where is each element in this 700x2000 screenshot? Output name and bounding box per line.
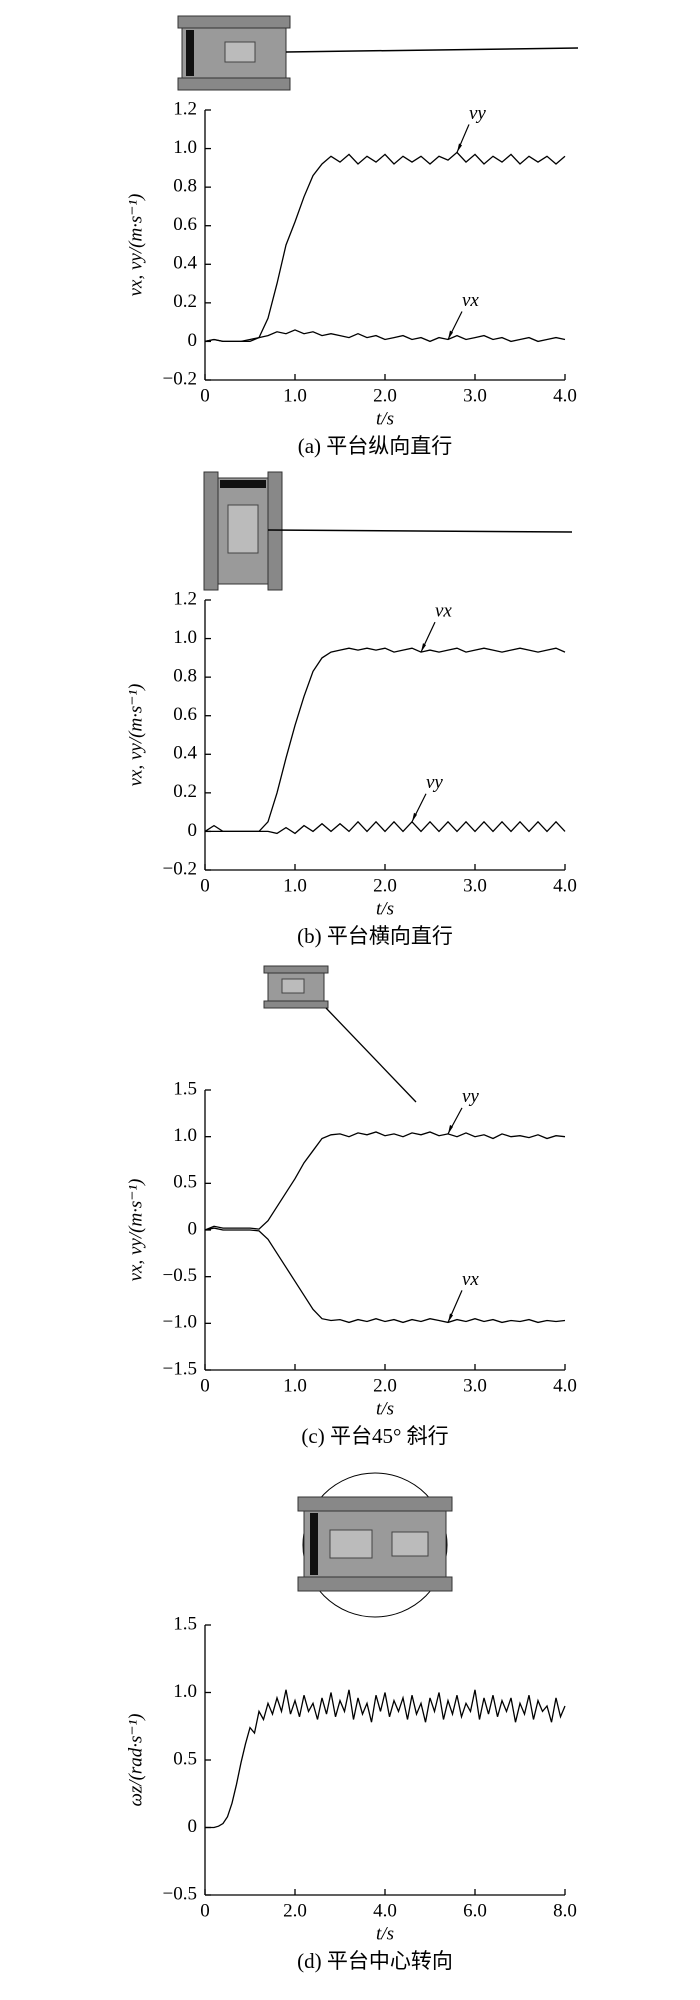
- x-tick-label: 0: [200, 1375, 210, 1396]
- x-tick-label: 4.0: [553, 385, 577, 406]
- y-tick-label: 0.5: [173, 1748, 197, 1769]
- caption: (a) 平台纵向直行: [298, 434, 453, 458]
- y-tick-label: 0.8: [173, 176, 197, 197]
- caption: (b) 平台横向直行: [297, 924, 453, 948]
- series-label: vx: [462, 1269, 479, 1290]
- x-tick-label: 0: [200, 385, 210, 406]
- data-line: [204, 151, 566, 343]
- y-tick-label: 0.4: [173, 743, 197, 764]
- x-axis-label: t/s: [376, 1398, 394, 1419]
- y-tick-label: 0: [188, 1218, 198, 1239]
- x-tick-label: 3.0: [463, 1375, 487, 1396]
- y-tick-label: 1.5: [173, 1613, 197, 1634]
- arrow-head: [421, 643, 426, 653]
- y-tick-label: −0.5: [163, 1265, 197, 1286]
- series-label: vx: [435, 600, 452, 621]
- y-axis-label: vx, vy/(m·s⁻¹): [125, 684, 146, 787]
- y-tick-label: 1.0: [173, 1125, 197, 1146]
- caption: (c) 平台45° 斜行: [301, 1424, 448, 1448]
- x-tick-label: 2.0: [373, 875, 397, 896]
- arrow-head: [412, 812, 417, 822]
- data-line: [204, 820, 566, 835]
- x-axis-label: t/s: [376, 408, 394, 429]
- x-tick-label: 3.0: [463, 875, 487, 896]
- arrow-head: [448, 1124, 453, 1134]
- y-tick-label: 1.2: [173, 588, 197, 609]
- y-tick-label: 1.0: [173, 1681, 197, 1702]
- x-tick-label: 2.0: [283, 1900, 307, 1921]
- caption: (d) 平台中心转向: [297, 1949, 453, 1973]
- y-tick-label: 1.0: [173, 627, 197, 648]
- x-tick-label: 1.0: [283, 875, 307, 896]
- y-tick-label: −0.2: [163, 858, 197, 879]
- x-tick-label: 2.0: [373, 1375, 397, 1396]
- x-tick-label: 3.0: [463, 385, 487, 406]
- arrow-head: [457, 143, 462, 153]
- y-tick-label: −1.5: [163, 1358, 197, 1379]
- y-tick-label: 0.2: [173, 781, 197, 802]
- data-line: [204, 1227, 566, 1324]
- x-tick-label: 2.0: [373, 385, 397, 406]
- y-tick-label: −1.0: [163, 1312, 197, 1333]
- y-tick-label: 0.5: [173, 1172, 197, 1193]
- y-axis-label: vx, vy/(m·s⁻¹): [125, 194, 146, 297]
- series-label: vy: [462, 1086, 479, 1107]
- x-tick-label: 0: [200, 875, 210, 896]
- robot-icon: [203, 471, 573, 591]
- x-tick-label: 8.0: [553, 1900, 577, 1921]
- x-axis-label: t/s: [376, 898, 394, 919]
- x-tick-label: 4.0: [373, 1900, 397, 1921]
- y-tick-label: 0: [188, 820, 198, 841]
- robot-icon: [177, 15, 579, 91]
- y-tick-label: −0.2: [163, 368, 197, 389]
- series-label: vy: [469, 103, 486, 124]
- y-tick-label: 0: [188, 1816, 198, 1837]
- series-label: vy: [426, 772, 443, 793]
- y-tick-label: 0.8: [173, 666, 197, 687]
- robot-icon: [297, 1472, 453, 1618]
- data-line: [204, 1131, 566, 1231]
- y-tick-label: 1.5: [173, 1078, 197, 1099]
- robot-icon: [263, 965, 417, 1103]
- data-line: [205, 647, 566, 833]
- x-tick-label: 4.0: [553, 875, 577, 896]
- arrow-head: [448, 1313, 453, 1323]
- arrow-head: [448, 330, 453, 340]
- x-tick-label: 4.0: [553, 1375, 577, 1396]
- x-tick-label: 6.0: [463, 1900, 487, 1921]
- y-tick-label: 0.6: [173, 704, 197, 725]
- y-tick-label: 0.6: [173, 214, 197, 235]
- y-axis-label: ωz/(rad·s⁻¹): [125, 1713, 146, 1806]
- x-tick-label: 1.0: [283, 1375, 307, 1396]
- data-line: [204, 329, 566, 343]
- x-tick-label: 1.0: [283, 385, 307, 406]
- y-tick-label: 0.4: [173, 253, 197, 274]
- y-axis-label: vx, vy/(m·s⁻¹): [125, 1179, 146, 1282]
- x-axis-label: t/s: [376, 1923, 394, 1944]
- y-tick-label: −0.5: [163, 1883, 197, 1904]
- x-tick-label: 0: [200, 1900, 210, 1921]
- y-tick-label: 1.2: [173, 98, 197, 119]
- series-label: vx: [462, 290, 479, 311]
- y-tick-label: 0: [188, 330, 198, 351]
- y-tick-label: 0.2: [173, 291, 197, 312]
- y-tick-label: 1.0: [173, 137, 197, 158]
- data-line: [205, 1689, 566, 1829]
